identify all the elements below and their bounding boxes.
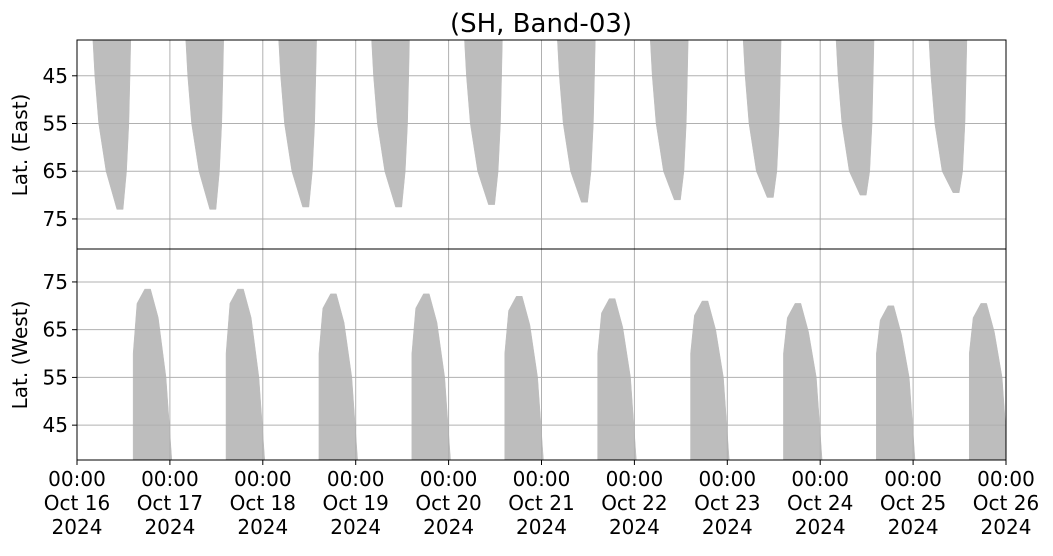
coverage-region [650, 40, 689, 201]
coverage-region [597, 298, 637, 460]
coverage-region [185, 40, 224, 210]
x-tick-label: 00:00 Oct 18 2024 [229, 467, 296, 539]
x-tick-label: 00:00 Oct 21 2024 [508, 467, 575, 539]
y-tick-label: 65 [43, 159, 68, 183]
coverage-region [690, 300, 730, 460]
coverage-region [876, 305, 916, 460]
coverage-region [132, 288, 173, 460]
coverage-region [928, 40, 968, 193]
y-tick-label: 55 [43, 365, 68, 389]
x-tick-label: 00:00 Oct 20 2024 [415, 467, 482, 539]
x-tick-label: 00:00 Oct 26 2024 [972, 467, 1040, 539]
coverage-region [968, 303, 1006, 460]
coverage-region [783, 303, 823, 460]
y-axis-label: Lat. (East) [8, 94, 32, 197]
x-tick-label: 00:00 Oct 25 2024 [879, 467, 947, 539]
coverage-region [557, 40, 596, 203]
coverage-region [504, 296, 544, 460]
coverage-region [225, 288, 265, 460]
y-tick-label: 45 [43, 413, 68, 437]
x-tick-label: 00:00 Oct 17 2024 [136, 467, 204, 539]
x-tick-label: 00:00 Oct 23 2024 [694, 467, 761, 539]
chart-title: (SH, Band-03) [450, 9, 632, 39]
coverage-region [92, 40, 132, 210]
x-tick-label: 00:00 Oct 16 2024 [43, 467, 111, 539]
coverage-region [835, 40, 875, 196]
y-axis-label: Lat. (West) [8, 301, 32, 410]
y-tick-label: 75 [43, 207, 68, 231]
coverage-region [742, 40, 782, 198]
x-tick-label: 00:00 Oct 19 2024 [322, 467, 389, 539]
y-tick-label: 75 [43, 270, 68, 294]
y-tick-label: 55 [43, 112, 68, 136]
plot-area [132, 288, 1006, 460]
x-tick-label: 00:00 Oct 24 2024 [786, 467, 854, 539]
y-tick-label: 45 [43, 64, 68, 88]
x-tick-label: 00:00 Oct 22 2024 [601, 467, 668, 539]
plot-area [92, 40, 968, 210]
coverage-region [464, 40, 503, 205]
y-tick-label: 65 [43, 318, 68, 342]
